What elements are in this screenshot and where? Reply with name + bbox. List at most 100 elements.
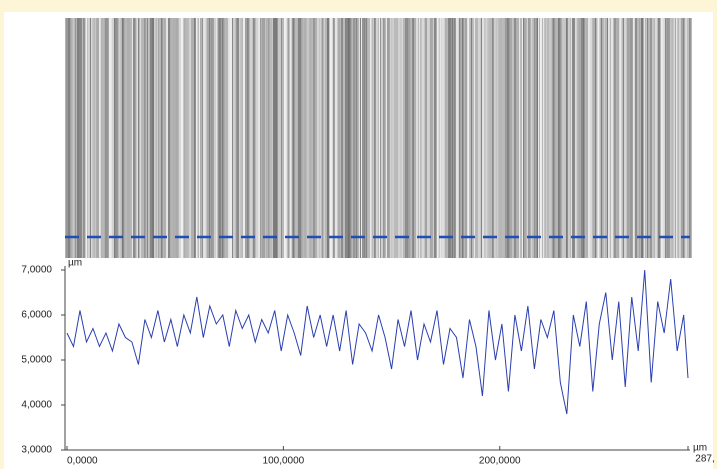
x-tick-label: 0,0000: [67, 456, 98, 467]
stripe: [588, 18, 591, 258]
profile-curve: [66, 269, 689, 415]
stripe: [272, 18, 274, 258]
stripe: [608, 18, 610, 258]
y-tick-label: 7,0000: [21, 265, 52, 276]
stripe: [207, 18, 210, 258]
stripe: [273, 18, 275, 258]
stripe: [486, 18, 488, 258]
stripe: [138, 18, 140, 258]
stripe: [132, 18, 134, 258]
stripe: [647, 18, 649, 258]
stripe: [70, 18, 72, 258]
stripe: [211, 18, 213, 258]
stripe: [233, 18, 236, 258]
stripe: [519, 18, 521, 258]
stripe: [456, 18, 459, 258]
stripe: [514, 18, 516, 258]
x-axis-unit: µm: [693, 443, 707, 454]
stripe: [390, 18, 392, 258]
stripe: [534, 18, 536, 258]
stripe: [407, 18, 409, 258]
stripe: [662, 18, 665, 258]
stripe: [366, 18, 368, 258]
stripe: [348, 18, 351, 258]
stripe: [144, 18, 146, 258]
stripe: [214, 18, 216, 258]
stripe: [583, 18, 585, 258]
stripe: [176, 18, 178, 258]
stripe: [651, 18, 653, 258]
stripe: [679, 18, 681, 258]
stripe: [327, 18, 330, 258]
stripe: [676, 18, 678, 258]
y-axis-unit: µm: [68, 258, 82, 269]
stripe: [189, 18, 192, 258]
stripe: [205, 18, 207, 258]
y-tick-label: 6,0000: [21, 310, 52, 321]
stripe: [187, 18, 190, 258]
stripe: [223, 18, 225, 258]
stripe: [99, 18, 101, 258]
stripe: [304, 18, 307, 258]
stripe: [637, 18, 640, 258]
stripe: [325, 18, 327, 258]
stripe: [133, 18, 136, 258]
stripe: [434, 18, 437, 258]
stripe: [507, 18, 510, 258]
stripe: [247, 18, 249, 258]
stripe: [142, 18, 144, 258]
stripe: [97, 18, 100, 258]
stripe: [88, 18, 90, 258]
stripe: [374, 18, 376, 258]
stripe: [360, 18, 362, 258]
stripe: [66, 18, 68, 258]
stripe: [627, 18, 630, 258]
stripe: [387, 18, 390, 258]
stripe: [313, 18, 316, 258]
stripe: [197, 18, 199, 258]
stripe: [256, 18, 259, 258]
stripe: [318, 18, 320, 258]
stripe: [226, 18, 228, 258]
stripe: [568, 18, 570, 258]
stripe: [345, 18, 347, 258]
stripe: [376, 18, 379, 258]
stripe: [76, 18, 78, 258]
stripe: [530, 18, 532, 258]
stripe: [471, 18, 473, 258]
stripe: [403, 18, 405, 258]
stripe: [578, 18, 580, 258]
stripe: [343, 18, 345, 258]
stripe: [150, 18, 152, 258]
stripe: [87, 18, 89, 258]
stripe: [147, 18, 149, 258]
stripe: [194, 18, 196, 258]
stripe: [364, 18, 366, 258]
stripe: [106, 18, 109, 258]
stripe: [353, 18, 356, 258]
stripe: [252, 18, 254, 258]
stripe: [467, 18, 469, 258]
stripe: [198, 18, 200, 258]
stripe: [173, 18, 176, 258]
stripe: [266, 18, 268, 258]
stripe: [253, 18, 255, 258]
stripe: [412, 18, 414, 258]
stripe: [293, 18, 295, 258]
stripe: [361, 18, 363, 258]
stripe: [459, 18, 461, 258]
stripe: [442, 18, 445, 258]
stripe: [445, 18, 448, 258]
stripe: [270, 18, 272, 258]
stripe: [335, 18, 338, 258]
stripe: [356, 18, 358, 258]
stripe: [462, 18, 464, 258]
stripe: [219, 18, 222, 258]
stripe: [579, 18, 582, 258]
stripe: [524, 18, 526, 258]
stripe: [240, 18, 242, 258]
stripe: [278, 18, 281, 258]
stripe: [262, 18, 265, 258]
stripe: [532, 18, 535, 258]
stripe: [245, 18, 248, 258]
